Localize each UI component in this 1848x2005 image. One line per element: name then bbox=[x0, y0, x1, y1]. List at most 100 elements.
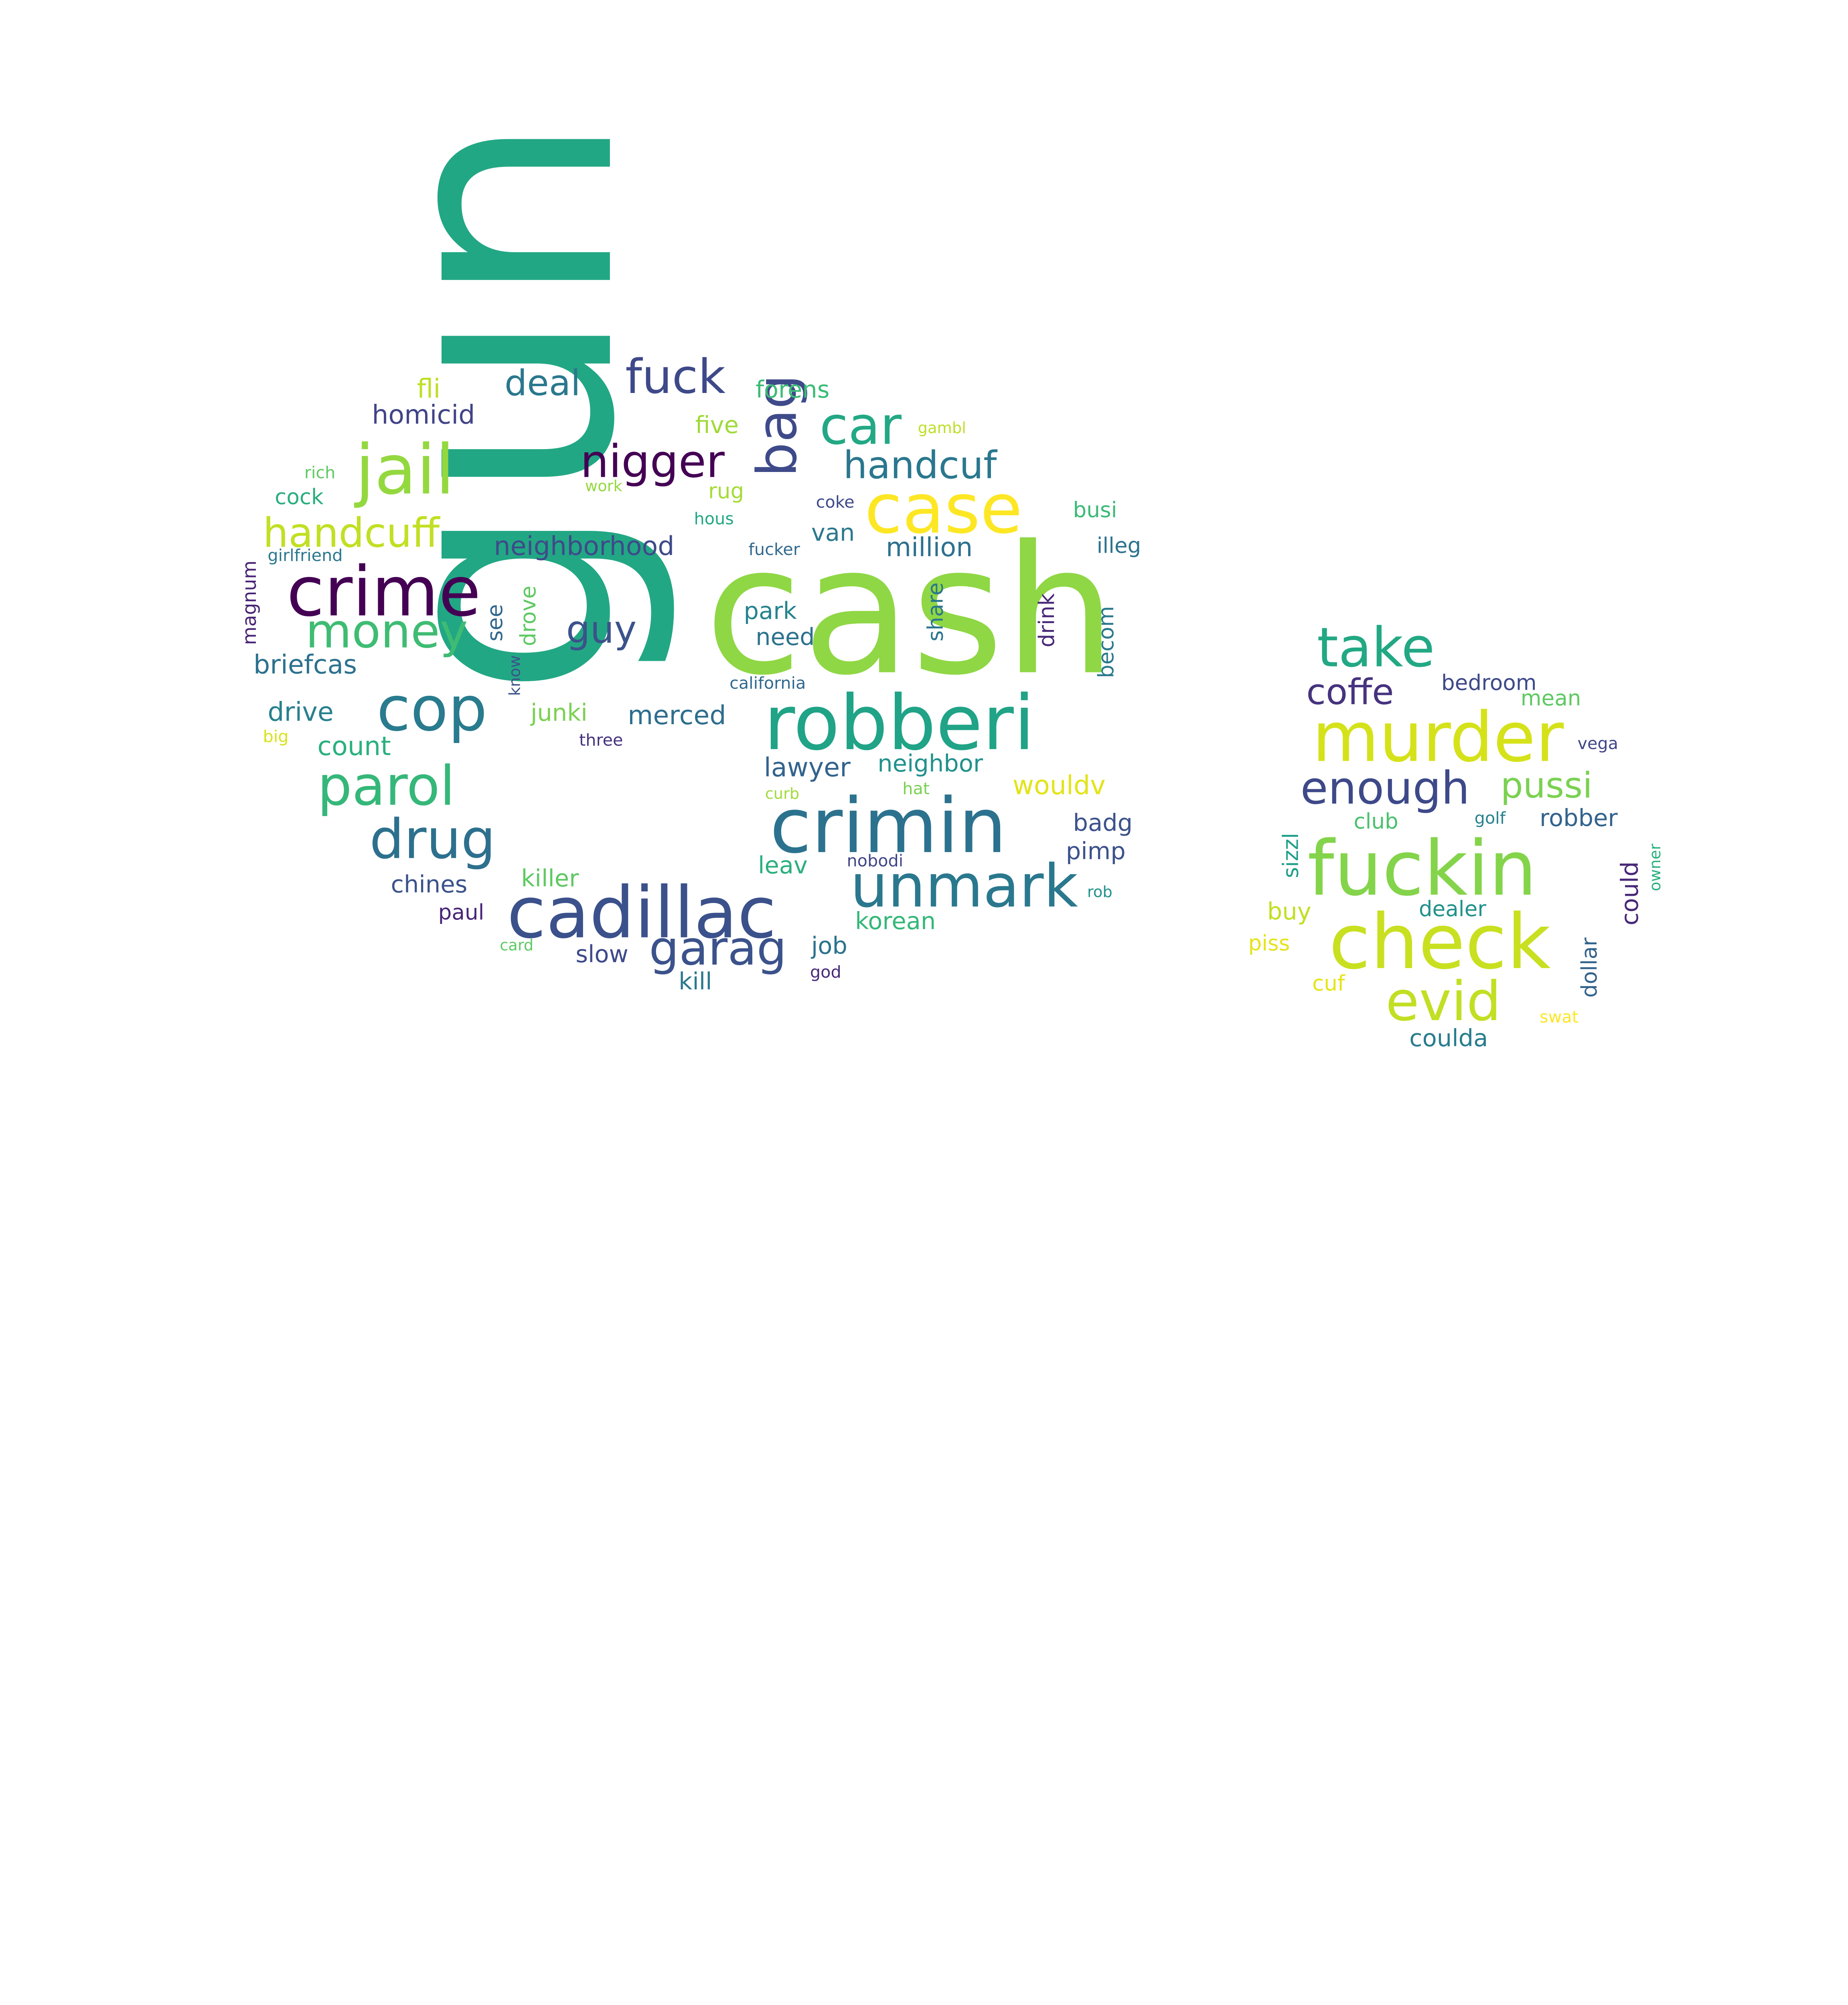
word-see: see bbox=[482, 604, 507, 642]
word-deal: deal bbox=[505, 363, 581, 404]
word-money: money bbox=[306, 603, 468, 658]
word-piss: piss bbox=[1248, 931, 1290, 956]
word-merced: merced bbox=[628, 701, 726, 731]
word-neighbor: neighbor bbox=[877, 749, 983, 777]
word-fucker: fucker bbox=[748, 540, 800, 559]
word-handcuff: handcuff bbox=[263, 510, 441, 557]
word-vega: vega bbox=[1578, 734, 1618, 753]
word-handcuf: handcuf bbox=[843, 443, 998, 487]
word-robberi: robberi bbox=[764, 679, 1035, 767]
word-check: check bbox=[1329, 898, 1550, 986]
word-five: five bbox=[695, 411, 738, 439]
word-chines: chines bbox=[391, 870, 468, 898]
word-pimp: pimp bbox=[1066, 837, 1126, 865]
word-bag: bag bbox=[746, 375, 809, 477]
word-card: card bbox=[500, 936, 533, 954]
word-rich: rich bbox=[304, 463, 335, 482]
word-coke: coke bbox=[816, 492, 855, 512]
word-swat: swat bbox=[1540, 1007, 1578, 1027]
word-korean: korean bbox=[855, 907, 936, 935]
word-evid: evid bbox=[1386, 970, 1501, 1033]
word-cloud-words: gun cash robberi crimin cadillac crime j… bbox=[239, 113, 1664, 1052]
word-fuckin: fuckin bbox=[1307, 824, 1537, 913]
word-job: job bbox=[811, 932, 847, 960]
word-bedroom: bedroom bbox=[1441, 670, 1537, 695]
word-wouldv: wouldv bbox=[1013, 770, 1106, 800]
word-badg: badg bbox=[1073, 809, 1133, 836]
word-rob: rob bbox=[1087, 883, 1112, 901]
word-paul: paul bbox=[438, 900, 484, 925]
word-cop: cop bbox=[377, 674, 487, 745]
word-forens: forens bbox=[756, 376, 829, 403]
word-kill: kill bbox=[679, 967, 712, 995]
word-murder: murder bbox=[1312, 698, 1564, 778]
word-crime: crime bbox=[287, 552, 481, 632]
word-robber: robber bbox=[1540, 804, 1618, 832]
word-california: california bbox=[729, 674, 806, 693]
word-owner: owner bbox=[1646, 844, 1664, 891]
word-slow: slow bbox=[575, 940, 628, 968]
word-homicid: homicid bbox=[372, 400, 475, 430]
word-know: know bbox=[506, 655, 524, 696]
word-park: park bbox=[744, 597, 797, 625]
word-junki: junki bbox=[530, 699, 588, 726]
word-drive: drive bbox=[267, 697, 333, 727]
word-million: million bbox=[886, 533, 973, 563]
word-club: club bbox=[1354, 809, 1398, 834]
word-garag: garag bbox=[649, 920, 786, 976]
word-need: need bbox=[756, 623, 815, 650]
word-van: van bbox=[811, 519, 855, 547]
word-curb: curb bbox=[765, 785, 800, 803]
word-sizzl: sizzl bbox=[1279, 833, 1303, 878]
word-god: god bbox=[810, 962, 841, 982]
word-briefcas: briefcas bbox=[253, 650, 357, 680]
word-golf: golf bbox=[1475, 808, 1506, 828]
word-jail: jail bbox=[354, 430, 455, 510]
word-mean: mean bbox=[1521, 686, 1581, 711]
word-pussi: pussi bbox=[1501, 765, 1593, 806]
word-enough: enough bbox=[1301, 762, 1470, 814]
word-take: take bbox=[1317, 616, 1435, 680]
word-big: big bbox=[263, 727, 289, 746]
word-fuck: fuck bbox=[625, 349, 725, 404]
word-busi: busi bbox=[1073, 498, 1117, 523]
word-cuf: cuf bbox=[1312, 971, 1345, 996]
word-lawyer: lawyer bbox=[764, 753, 851, 783]
word-nigger: nigger bbox=[580, 435, 725, 488]
word-work: work bbox=[585, 477, 623, 495]
word-gun: gun bbox=[325, 113, 683, 699]
word-coulda: coulda bbox=[1409, 1024, 1488, 1052]
word-guy: guy bbox=[566, 608, 637, 652]
word-three: three bbox=[579, 730, 623, 749]
word-could: could bbox=[1616, 861, 1643, 926]
word-cash: cash bbox=[705, 508, 1116, 714]
word-coffe: coffe bbox=[1306, 671, 1394, 713]
word-share: share bbox=[923, 582, 948, 641]
word-car: car bbox=[820, 395, 902, 456]
word-magnum: magnum bbox=[239, 561, 261, 645]
word-cloud-background bbox=[0, 0, 1848, 1386]
word-fli: fli bbox=[417, 374, 440, 404]
word-nobodi: nobodi bbox=[847, 851, 903, 870]
word-becom: becom bbox=[1094, 606, 1119, 678]
word-case: case bbox=[865, 469, 1023, 549]
word-crimin: crimin bbox=[770, 782, 1007, 870]
word-gambl: gambl bbox=[918, 419, 966, 437]
word-cloud-canvas: gun cash robberi crimin cadillac crime j… bbox=[0, 0, 1848, 1386]
word-dollar: dollar bbox=[1577, 938, 1602, 998]
word-cock: cock bbox=[275, 484, 324, 509]
word-leav: leav bbox=[758, 851, 808, 879]
word-killer: killer bbox=[521, 865, 579, 892]
word-drug: drug bbox=[369, 808, 495, 871]
word-parol: parol bbox=[317, 755, 455, 818]
word-drink: drink bbox=[1034, 593, 1059, 647]
word-drove: drove bbox=[516, 585, 541, 646]
word-count: count bbox=[317, 731, 391, 761]
word-hous: hous bbox=[694, 509, 734, 528]
word-cadillac: cadillac bbox=[507, 871, 776, 954]
word-rug: rug bbox=[708, 479, 744, 504]
word-unmark: unmark bbox=[850, 852, 1078, 921]
word-buy: buy bbox=[1267, 897, 1311, 925]
word-neighborhood: neighborhood bbox=[494, 531, 674, 561]
